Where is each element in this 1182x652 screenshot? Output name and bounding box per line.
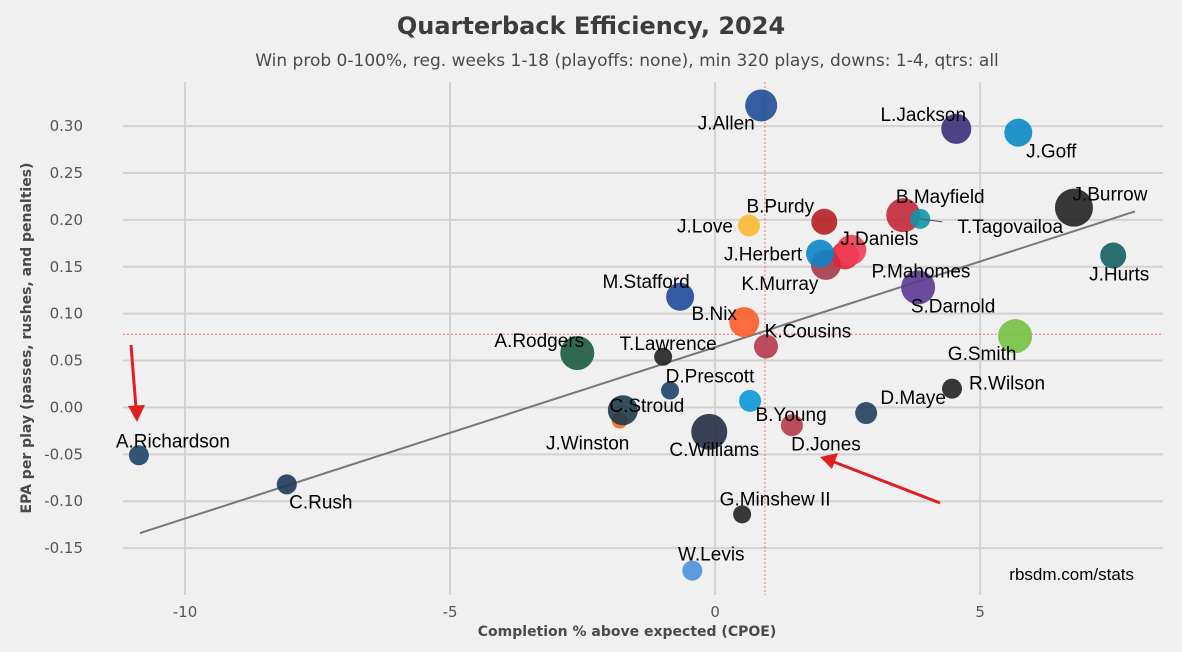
y-tick-label: -0.05 (44, 445, 83, 463)
trend-line (139, 210, 1136, 535)
point-label: L.Jackson (880, 105, 966, 126)
point-c-stroud (607, 395, 638, 426)
point-label: K.Cousins (765, 321, 852, 342)
point-label: J.Herbert (724, 245, 803, 266)
chart-subtitle: Win prob 0-100%, reg. weeks 1-18 (playof… (255, 51, 999, 71)
point-r-wilson (942, 378, 963, 399)
x-tick-label: 5 (975, 603, 985, 621)
point-label: D.Jones (791, 434, 861, 455)
point-label: J.Love (677, 216, 733, 237)
point-label: J.Goff (1026, 142, 1077, 163)
point-a-rodgers (560, 336, 595, 371)
point-c-williams (691, 413, 728, 450)
y-tick-label: 0.10 (50, 305, 83, 323)
x-axis-label: Completion % above expected (CPOE) (478, 624, 776, 640)
point-label: D.Prescott (666, 367, 755, 388)
y-tick-label: 0.25 (50, 164, 83, 182)
arrowhead-icon (128, 405, 145, 422)
point-label: A.Rodgers (494, 331, 584, 352)
points (128, 89, 1127, 581)
point-label: C.Rush (289, 492, 352, 513)
point-label: G.Smith (948, 344, 1017, 365)
arrow-jones (833, 460, 941, 505)
annotation-arrows (128, 344, 941, 505)
point-label: W.Levis (678, 545, 745, 566)
point-g-minshew-ii (733, 505, 752, 524)
tick-labels: -10 -5 0 5 -0.15 -0.10 -0.05 0.00 0.05 0.10 0.15 0.… (44, 117, 985, 621)
point-label: S.Darnold (911, 296, 996, 317)
point-label: B.Mayfield (896, 187, 985, 208)
point-label: J.Allen (698, 113, 755, 134)
point-label: C.Stroud (609, 396, 684, 417)
point-label: K.Murray (741, 274, 819, 295)
y-tick-label: 0.30 (50, 117, 83, 135)
point-k-cousins (753, 334, 778, 359)
chart-title: Quarterback Efficiency, 2024 (397, 12, 785, 40)
point-label: J.Daniels (840, 229, 918, 250)
point-m-stafford (666, 282, 695, 311)
point-g-smith (998, 319, 1033, 354)
point-label: M.Stafford (602, 272, 689, 293)
point-j-goff (1004, 118, 1033, 147)
point-d-jones (780, 414, 803, 437)
y-tick-label: 0.00 (50, 398, 83, 416)
point-d-prescott (661, 381, 680, 400)
point-label: T.Tagovailoa (957, 217, 1063, 238)
point-label: B.Purdy (746, 197, 814, 218)
point-a-richardson (128, 445, 149, 466)
point-d-maye (855, 402, 878, 425)
x-tick-label: -5 (443, 603, 458, 621)
point-label: C.Williams (669, 440, 759, 461)
point-j-hurts (1100, 242, 1127, 269)
point-label: R.Wilson (969, 374, 1045, 395)
point-label: J.Burrow (1072, 185, 1147, 206)
point-label: D.Maye (880, 388, 945, 409)
point-label: B.Young (755, 405, 826, 426)
y-tick-label: 0.15 (50, 258, 83, 276)
point-j-herbert (806, 239, 835, 268)
point-label: A.Richardson (116, 431, 230, 452)
x-tick-label: -10 (173, 603, 198, 621)
arrow-richardson (129, 344, 138, 409)
point-l-jackson (941, 113, 972, 144)
y-axis-label: EPA per play (passes, rushes, and penalt… (19, 163, 35, 514)
point-label: T.Lawrence (620, 334, 717, 355)
point-labels: J.Allen L.Jackson J.Goff J.Burrow B.Mayfield… (116, 105, 1149, 566)
point-w-levis (682, 560, 703, 581)
point-label: B.Nix (692, 304, 738, 325)
point-j-love (738, 214, 761, 237)
point-s-darnold (901, 270, 936, 305)
credit-text: rbsdm.com/stats (1009, 565, 1134, 584)
point-t-lawrence (654, 347, 673, 366)
point-b-young (739, 389, 762, 412)
label-leader-line (920, 218, 943, 223)
point-j-burrow (1054, 188, 1093, 227)
point-label: J.Hurts (1089, 265, 1149, 286)
gridlines (123, 82, 1163, 595)
x-tick-label: 0 (710, 603, 720, 621)
point-j-daniels (836, 234, 867, 265)
y-tick-label: -0.15 (44, 539, 83, 557)
y-tick-label: 0.20 (50, 211, 83, 229)
y-tick-label: -0.10 (44, 492, 83, 510)
point-label: P.Mahomes (871, 262, 970, 283)
y-tick-label: 0.05 (50, 352, 83, 370)
point-c-rush (276, 474, 297, 495)
point-label: G.Minshew II (720, 489, 831, 510)
point-j-allen (745, 89, 778, 122)
point-b-purdy (811, 208, 838, 235)
arrowhead-icon (820, 453, 838, 469)
point-label: J.Winston (546, 434, 629, 455)
point-b-nix (729, 307, 760, 338)
